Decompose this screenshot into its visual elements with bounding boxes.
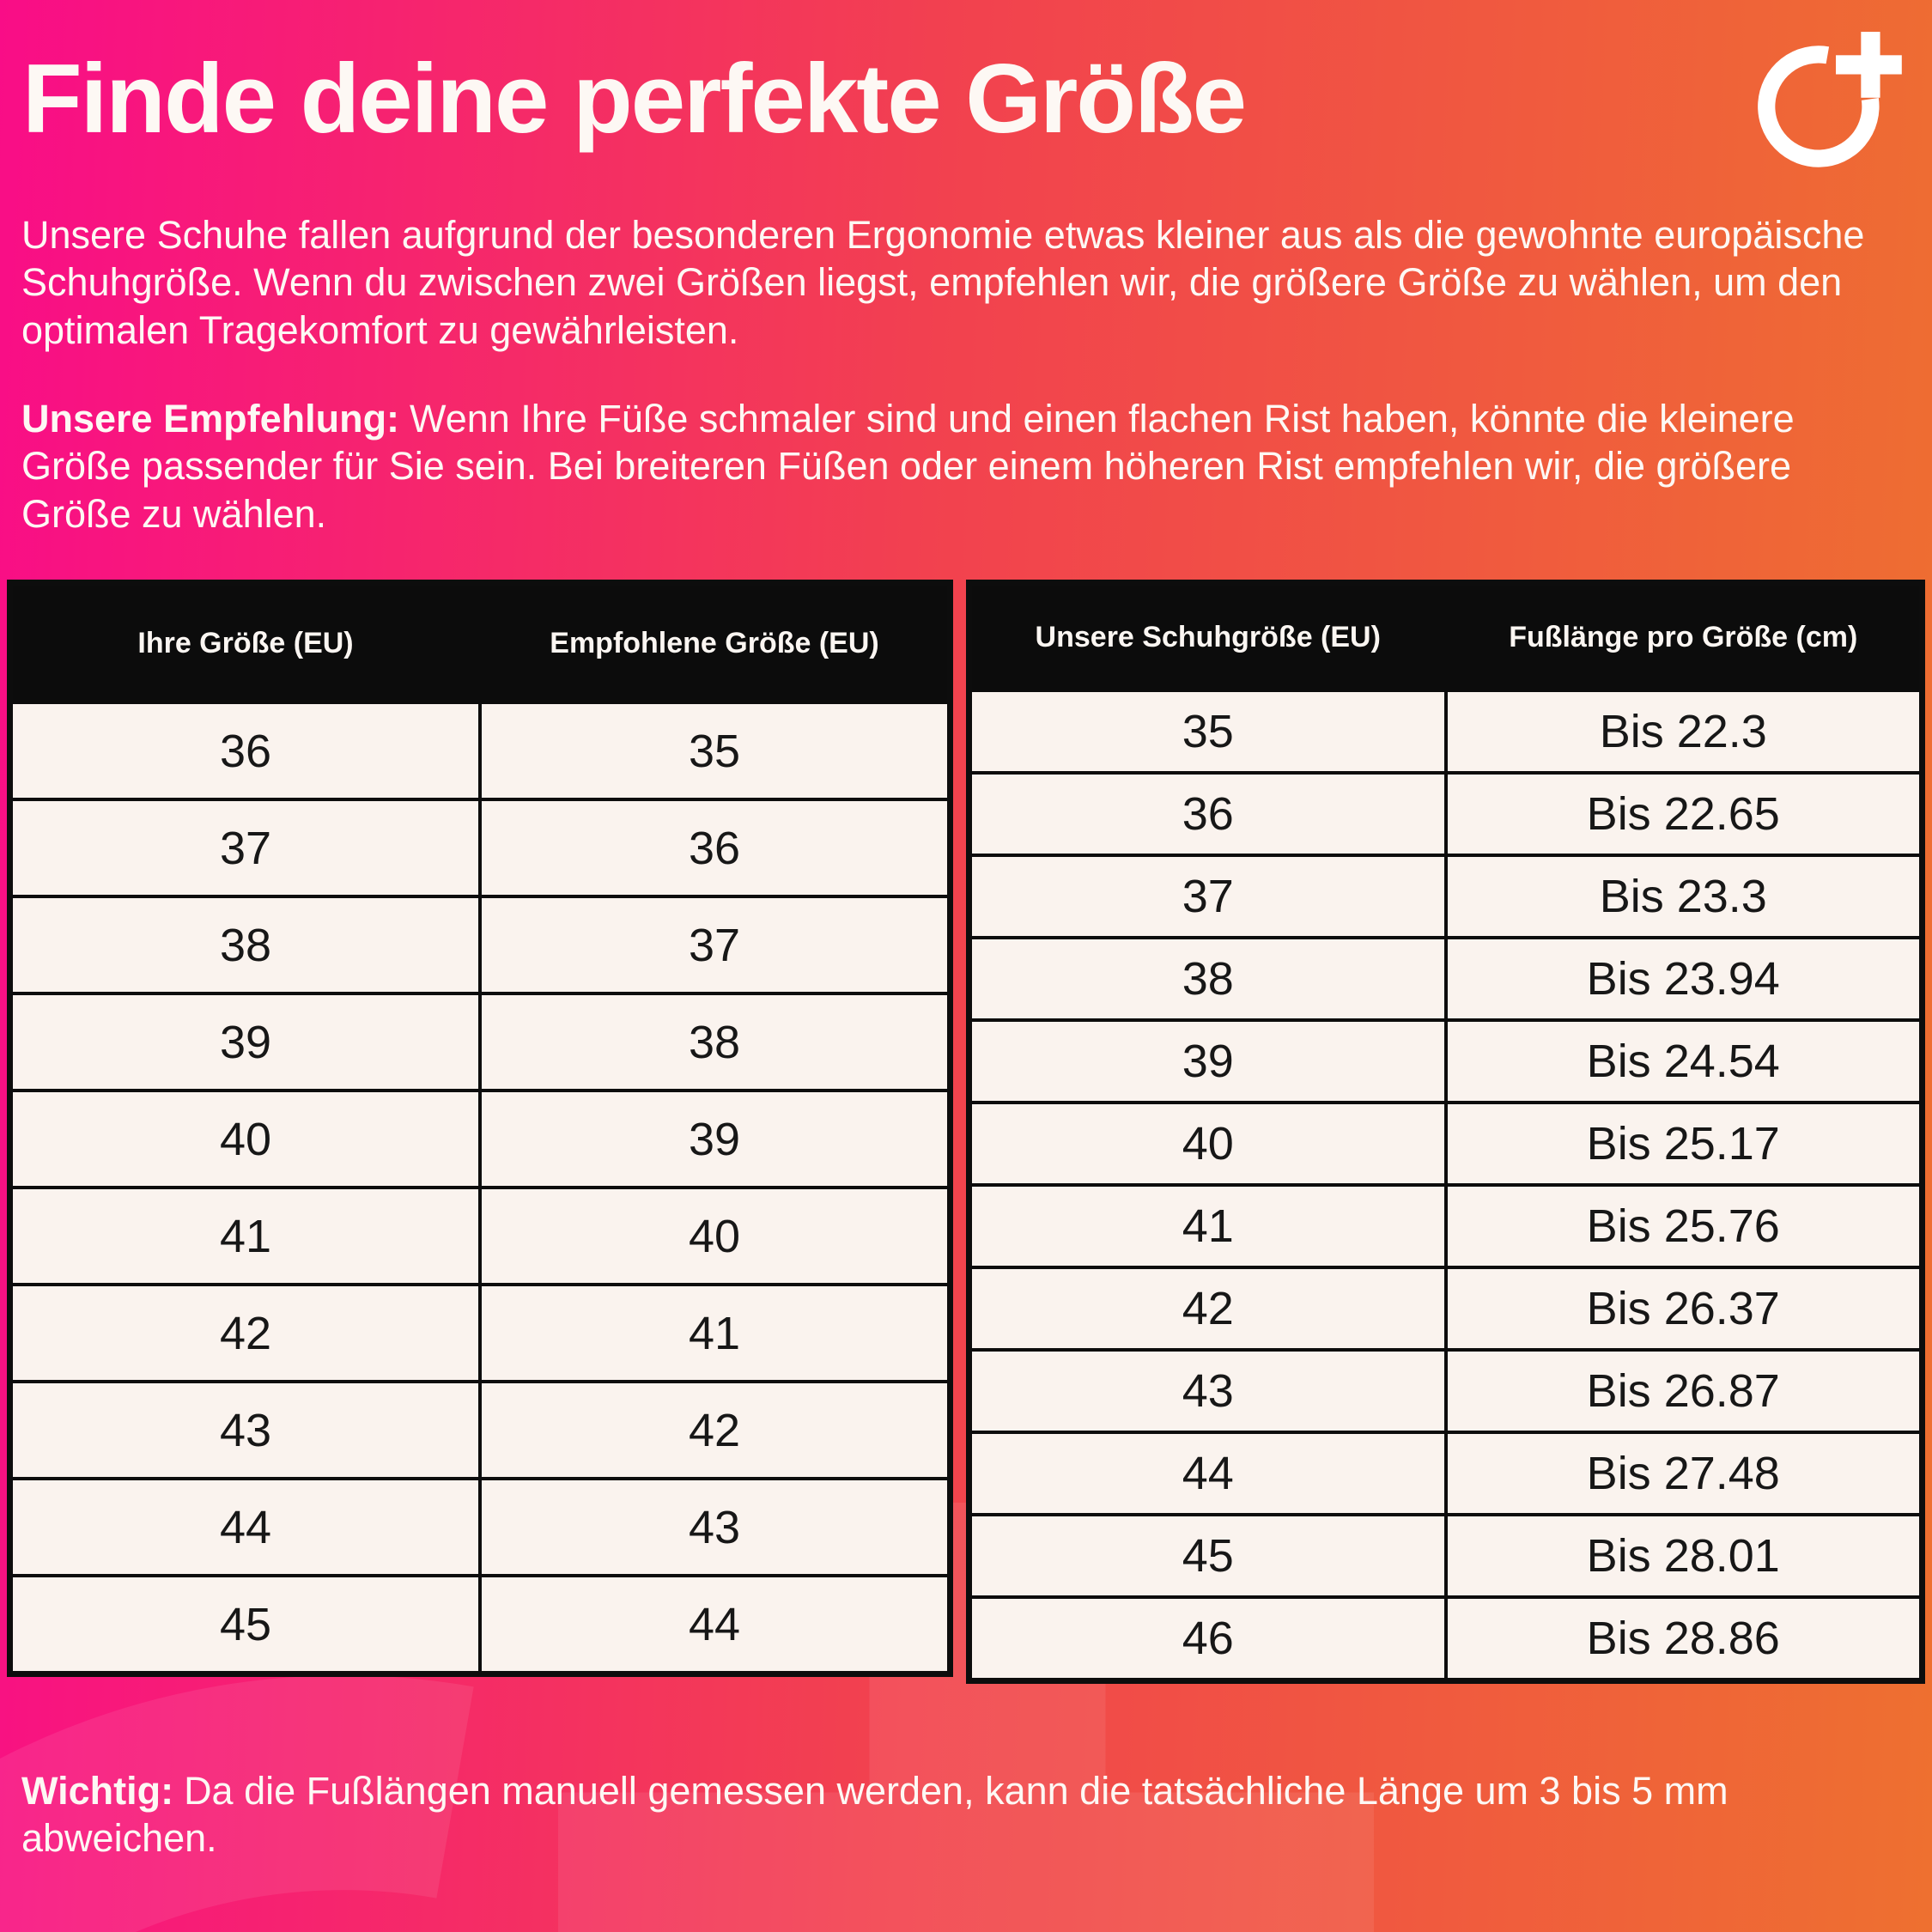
table-cell: 43 <box>478 1477 952 1577</box>
table-cell: 40 <box>967 1101 1448 1187</box>
table-row: 37 36 <box>8 798 952 898</box>
table-cell: 36 <box>478 798 952 898</box>
important-note: Wichtig: Da die Fußlängen manuell gemesse… <box>21 1767 1859 1862</box>
recommendation-paragraph: Unsere Empfehlung: Wenn Ihre Füße schmale… <box>21 395 1906 538</box>
table-cell: 45 <box>967 1513 1448 1599</box>
table-cell: 41 <box>8 1186 482 1286</box>
table-cell: Bis 28.01 <box>1443 1513 1924 1599</box>
table-row: 38 37 <box>8 895 952 995</box>
table-cell: 42 <box>8 1283 482 1383</box>
page-title: Finde deine perfekte Größe <box>22 45 1247 154</box>
table-cell: 36 <box>967 771 1448 857</box>
table-cell: 44 <box>967 1431 1448 1516</box>
table-cell: 44 <box>8 1477 482 1577</box>
column-header-our-shoe-size: Unsere Schuhgröße (EU) <box>967 580 1448 692</box>
table-cell: Bis 26.87 <box>1443 1348 1924 1434</box>
table-cell: Bis 22.3 <box>1443 689 1924 775</box>
table-cell: Bis 23.3 <box>1443 854 1924 939</box>
tables-section: Ihre Größe (EU) Empfohlene Größe (EU) 36… <box>7 580 1925 1684</box>
table-cell: Bis 25.76 <box>1443 1183 1924 1269</box>
table-cell: 40 <box>478 1186 952 1286</box>
note-label: Wichtig: <box>21 1769 174 1813</box>
table-cell: 36 <box>8 701 482 801</box>
table-cell: 46 <box>967 1595 1448 1683</box>
column-header-foot-length: Fußlänge pro Größe (cm) <box>1443 580 1924 692</box>
table-header-row: Ihre Größe (EU) Empfohlene Größe (EU) <box>8 580 952 704</box>
table-cell: 35 <box>967 689 1448 775</box>
table-row: 44 43 <box>8 1477 952 1577</box>
column-header-recommended-size: Empfohlene Größe (EU) <box>478 580 952 704</box>
table-cell: Bis 28.86 <box>1443 1595 1924 1683</box>
table-header-row: Unsere Schuhgröße (EU) Fußlänge pro Größ… <box>967 580 1924 692</box>
table-row: 44 Bis 27.48 <box>967 1431 1924 1516</box>
column-header-your-size: Ihre Größe (EU) <box>8 580 482 704</box>
table-cell: Bis 25.17 <box>1443 1101 1924 1187</box>
table-row: 36 35 <box>8 701 952 801</box>
table-cell: 38 <box>967 936 1448 1022</box>
table-cell: 39 <box>478 1089 952 1189</box>
table-cell: 35 <box>478 701 952 801</box>
table-row: 36 Bis 22.65 <box>967 771 1924 857</box>
table-row: 42 41 <box>8 1283 952 1383</box>
table-cell: 41 <box>967 1183 1448 1269</box>
note-text: Da die Fußlängen manuell gemessen werden… <box>21 1769 1728 1861</box>
table-row: 37 Bis 23.3 <box>967 854 1924 939</box>
table-cell: 37 <box>8 798 482 898</box>
size-conversion-table: Ihre Größe (EU) Empfohlene Größe (EU) 36… <box>7 580 953 1677</box>
table-cell: 42 <box>967 1266 1448 1352</box>
table-row: 40 39 <box>8 1089 952 1189</box>
table-cell: Bis 24.54 <box>1443 1018 1924 1104</box>
table-row: 45 Bis 28.01 <box>967 1513 1924 1599</box>
table-row: 46 Bis 28.86 <box>967 1595 1924 1683</box>
table-cell: 43 <box>967 1348 1448 1434</box>
table-row: 43 42 <box>8 1380 952 1480</box>
table-cell: 44 <box>478 1574 952 1676</box>
brand-o-plus-icon <box>1746 28 1919 202</box>
table-cell: 38 <box>478 992 952 1092</box>
table-row: 38 Bis 23.94 <box>967 936 1924 1022</box>
table-cell: 42 <box>478 1380 952 1480</box>
table-cell: 40 <box>8 1089 482 1189</box>
table-cell: Bis 22.65 <box>1443 771 1924 857</box>
table-cell: 38 <box>8 895 482 995</box>
table-cell: Bis 23.94 <box>1443 936 1924 1022</box>
foot-length-table: Unsere Schuhgröße (EU) Fußlänge pro Größ… <box>966 580 1925 1684</box>
table-row: 40 Bis 25.17 <box>967 1101 1924 1187</box>
table-cell: 39 <box>8 992 482 1092</box>
table-cell: Bis 26.37 <box>1443 1266 1924 1352</box>
table-cell: 41 <box>478 1283 952 1383</box>
table-cell: Bis 27.48 <box>1443 1431 1924 1516</box>
intro-paragraph: Unsere Schuhe fallen aufgrund der besond… <box>21 213 1865 352</box>
table-cell: 37 <box>967 854 1448 939</box>
table-row: 39 38 <box>8 992 952 1092</box>
table-row: 43 Bis 26.87 <box>967 1348 1924 1434</box>
table-row: 39 Bis 24.54 <box>967 1018 1924 1104</box>
table-cell: 39 <box>967 1018 1448 1104</box>
table-row: 45 44 <box>8 1574 952 1676</box>
table-row: 41 40 <box>8 1186 952 1286</box>
table-row: 42 Bis 26.37 <box>967 1266 1924 1352</box>
table-row: 41 Bis 25.76 <box>967 1183 1924 1269</box>
table-cell: 45 <box>8 1574 482 1676</box>
recommendation-label: Unsere Empfehlung: <box>21 397 400 440</box>
table-cell: 37 <box>478 895 952 995</box>
table-cell: 43 <box>8 1380 482 1480</box>
recommendation-text: Wenn Ihre Füße schmaler sind und einen f… <box>21 397 1795 536</box>
table-row: 35 Bis 22.3 <box>967 689 1924 775</box>
